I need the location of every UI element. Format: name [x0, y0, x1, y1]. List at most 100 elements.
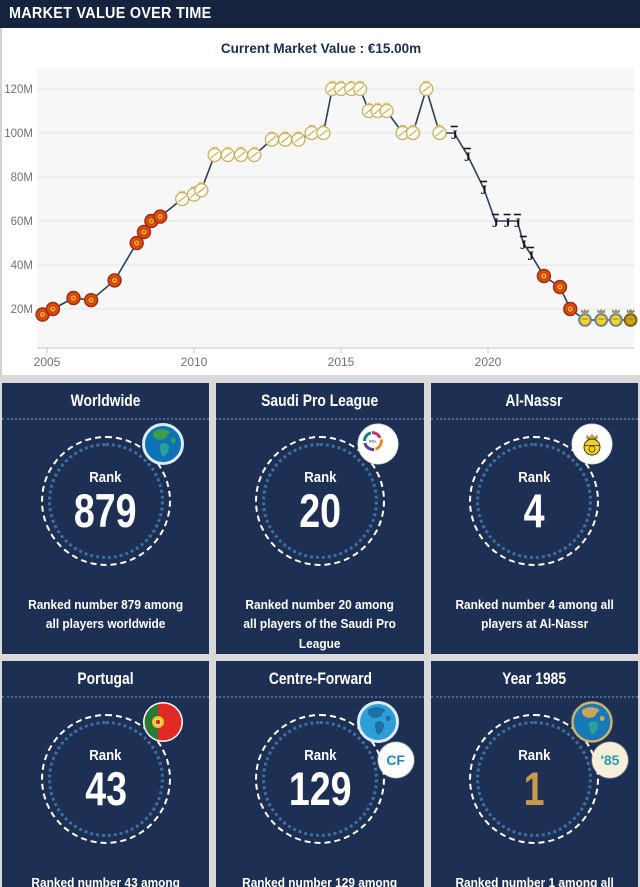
marker-juventus: J — [491, 213, 499, 230]
rank-ring: Rank 879 — [2, 420, 209, 592]
marker-man-utd — [152, 209, 168, 224]
marker-man-utd — [552, 279, 568, 295]
rank-ring: Rank 1 '85 — [431, 698, 638, 870]
rank-card-year-1985: Year 1985 Rank 1 '85 Ranked number 1 amo… — [430, 661, 638, 887]
svg-text:RSL: RSL — [369, 439, 378, 444]
rank-card-centre-forward: Centre-Forward Rank 129 CF Ranked number… — [216, 661, 424, 887]
divider — [216, 418, 424, 420]
rank-readout: Rank 4 — [431, 436, 638, 566]
marker-man-utd — [107, 273, 122, 288]
marker-real-madrid — [316, 124, 331, 141]
plot-area — [37, 68, 634, 348]
marker-real-madrid — [247, 146, 262, 163]
y-tick-label: 20M — [11, 304, 33, 316]
marker-real-madrid — [432, 124, 447, 141]
marker-real-madrid — [291, 130, 306, 147]
svg-text:J: J — [451, 127, 458, 142]
globe-icon — [141, 422, 185, 466]
rank-ring: Rank 129 CF — [216, 698, 423, 870]
rank-value: 129 — [288, 761, 352, 815]
marker-al-nassr — [578, 308, 592, 327]
rank-label: Rank — [89, 468, 122, 486]
card-title: Centre-Forward — [268, 670, 372, 689]
rank-value: 43 — [84, 761, 127, 815]
rank-caption: Ranked number 879 among all players worl… — [28, 598, 184, 632]
card-title: Worldwide — [70, 392, 141, 410]
card-title: Portugal — [77, 670, 134, 689]
outer-dashed-ring — [40, 436, 171, 566]
rank-caption: Ranked number 43 among all players from … — [31, 876, 180, 887]
marker-real-madrid — [194, 181, 209, 198]
rank-label: Rank — [518, 746, 551, 764]
inner-dotted-ring — [261, 721, 378, 838]
globe-icon — [570, 700, 614, 744]
rank-caption: Ranked number 20 among all players of th… — [243, 598, 397, 651]
rank-label: Rank — [303, 468, 337, 486]
rank-ring: Rank 43 — [2, 698, 209, 870]
marker-man-utd — [35, 307, 50, 322]
marker-juventus: J — [450, 125, 458, 142]
svg-text:J: J — [492, 215, 499, 230]
rank-label: Rank — [89, 746, 122, 764]
x-tick-label: 2020 — [475, 355, 502, 369]
year-85-badge: '85 — [591, 742, 628, 779]
marker-al-nassr-current — [623, 308, 638, 327]
marker-juventus: J — [513, 213, 521, 230]
rank-caption: Ranked number 4 among all players at Al-… — [455, 598, 614, 632]
y-tick-label: 120M — [4, 84, 33, 96]
rank-card-portugal: Portugal Rank 43 — [2, 661, 210, 887]
card-title: Year 1985 — [502, 670, 567, 689]
market-value-panel: Current Market Value : €15.00m 20M 40M 60M… — [0, 28, 640, 375]
card-title: Saudi Pro League — [261, 392, 379, 410]
rank-label: Rank — [518, 468, 551, 486]
rank-readout: Rank 129 — [216, 714, 423, 844]
rank-readout: Rank 43 — [2, 714, 209, 844]
outer-dashed-ring — [469, 436, 600, 566]
divider — [216, 696, 424, 699]
divider — [430, 418, 638, 420]
marker-juventus: J — [519, 235, 527, 252]
marker-man-utd — [66, 290, 81, 306]
marker-al-nassr — [609, 308, 623, 327]
rank-ring: Rank 20 RSL — [216, 420, 423, 592]
y-tick-label: 80M — [11, 172, 33, 184]
rank-caption: Ranked number 1 among all players born 1… — [455, 876, 614, 887]
marker-al-nassr — [594, 308, 609, 327]
rank-value: 4 — [523, 483, 545, 537]
centre-forward-badge: CF — [377, 742, 414, 779]
saudi-pro-league-logo-icon: RSL — [356, 422, 400, 466]
al-nassr-crest-icon — [570, 422, 614, 466]
globe-icon — [356, 700, 400, 744]
marker-real-madrid — [333, 80, 349, 97]
rank-readout: Rank 879 — [2, 436, 209, 566]
svg-text:J: J — [504, 215, 511, 230]
inner-dotted-ring — [47, 443, 164, 559]
rank-readout: Rank 20 — [216, 436, 423, 566]
portugal-flag-icon — [141, 700, 185, 744]
current-market-value-label: Current Market Value : €15.00m — [220, 41, 422, 56]
rank-readout: Rank 1 — [431, 714, 638, 844]
rank-value: 879 — [74, 483, 138, 537]
y-tick-label: 40M — [11, 260, 33, 272]
marker-real-madrid — [379, 102, 394, 119]
inner-dotted-ring — [47, 721, 164, 838]
marker-real-madrid — [419, 80, 434, 97]
x-tick-label: 2010 — [181, 355, 208, 369]
marker-juventus: J — [503, 213, 511, 230]
inner-dotted-ring — [261, 443, 378, 559]
outer-dashed-ring — [40, 714, 171, 845]
card-title: Al-Nassr — [505, 392, 563, 410]
marker-real-madrid — [352, 80, 368, 97]
marker-man-utd — [536, 268, 552, 284]
x-tick-label: 2015 — [328, 355, 355, 369]
svg-text:J: J — [514, 215, 521, 230]
svg-text:J: J — [527, 248, 534, 263]
y-tick-label: 100M — [4, 128, 33, 140]
marker-man-utd — [136, 224, 152, 240]
inner-dotted-ring — [476, 443, 593, 559]
outer-dashed-ring — [254, 436, 385, 566]
marker-real-madrid — [405, 124, 421, 141]
rank-label: Rank — [303, 746, 337, 764]
rank-card-worldwide: Worldwide Rank 879 Ranked number 879 amo… — [2, 383, 210, 655]
